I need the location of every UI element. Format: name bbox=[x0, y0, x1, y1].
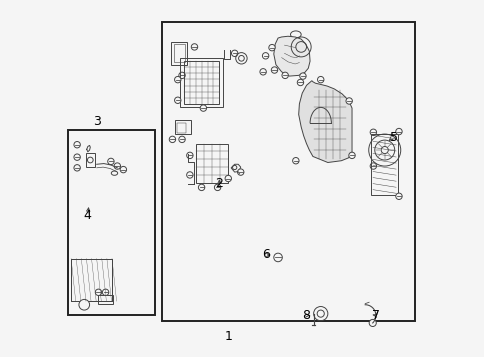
Bar bbox=[173, 44, 185, 62]
Text: 6: 6 bbox=[261, 248, 269, 261]
Circle shape bbox=[174, 76, 181, 83]
Circle shape bbox=[317, 76, 323, 83]
Text: 8: 8 bbox=[302, 309, 310, 322]
Circle shape bbox=[79, 300, 90, 310]
Circle shape bbox=[231, 50, 237, 56]
Circle shape bbox=[169, 136, 175, 142]
Bar bbox=[175, 120, 191, 134]
Bar bbox=[370, 134, 397, 195]
Ellipse shape bbox=[111, 171, 118, 175]
Bar bbox=[180, 57, 223, 107]
Text: 5: 5 bbox=[389, 131, 397, 144]
Circle shape bbox=[186, 172, 193, 178]
Circle shape bbox=[225, 175, 231, 182]
Circle shape bbox=[395, 193, 401, 200]
Bar bbox=[195, 144, 227, 183]
Bar bbox=[71, 258, 112, 301]
Bar bbox=[71, 258, 112, 301]
Bar bbox=[183, 61, 219, 104]
Circle shape bbox=[74, 141, 80, 148]
Circle shape bbox=[268, 44, 274, 51]
Bar bbox=[162, 22, 414, 321]
Circle shape bbox=[297, 79, 303, 86]
Circle shape bbox=[198, 184, 204, 191]
Circle shape bbox=[259, 69, 266, 75]
Text: 3: 3 bbox=[92, 115, 100, 128]
Circle shape bbox=[107, 158, 114, 165]
Circle shape bbox=[292, 157, 299, 164]
Ellipse shape bbox=[290, 31, 301, 38]
Text: 4: 4 bbox=[84, 209, 91, 222]
Circle shape bbox=[214, 184, 220, 191]
Circle shape bbox=[299, 73, 305, 79]
Circle shape bbox=[102, 289, 108, 296]
Circle shape bbox=[395, 129, 401, 135]
Text: 2: 2 bbox=[215, 177, 223, 190]
Circle shape bbox=[262, 52, 268, 59]
Circle shape bbox=[281, 72, 288, 79]
Circle shape bbox=[191, 44, 197, 50]
Polygon shape bbox=[273, 36, 309, 76]
Bar bbox=[86, 153, 95, 167]
Circle shape bbox=[179, 136, 185, 142]
Circle shape bbox=[345, 98, 352, 104]
Circle shape bbox=[369, 129, 376, 135]
Circle shape bbox=[348, 152, 354, 159]
Circle shape bbox=[114, 163, 121, 169]
Polygon shape bbox=[298, 81, 351, 162]
Circle shape bbox=[200, 105, 206, 111]
Circle shape bbox=[237, 169, 243, 175]
Circle shape bbox=[74, 154, 80, 160]
Circle shape bbox=[174, 97, 181, 104]
Polygon shape bbox=[231, 164, 240, 172]
Circle shape bbox=[74, 165, 80, 171]
Circle shape bbox=[369, 163, 376, 169]
Circle shape bbox=[273, 253, 282, 262]
Bar bbox=[98, 295, 112, 304]
Circle shape bbox=[120, 166, 126, 173]
Circle shape bbox=[186, 152, 193, 159]
Circle shape bbox=[368, 320, 376, 327]
Bar bbox=[171, 41, 187, 65]
Bar bbox=[68, 131, 155, 316]
Circle shape bbox=[95, 289, 102, 296]
Bar bbox=[176, 123, 185, 133]
Text: 1: 1 bbox=[224, 330, 232, 343]
Circle shape bbox=[179, 72, 185, 79]
Circle shape bbox=[271, 67, 277, 73]
Text: 7: 7 bbox=[371, 309, 379, 322]
